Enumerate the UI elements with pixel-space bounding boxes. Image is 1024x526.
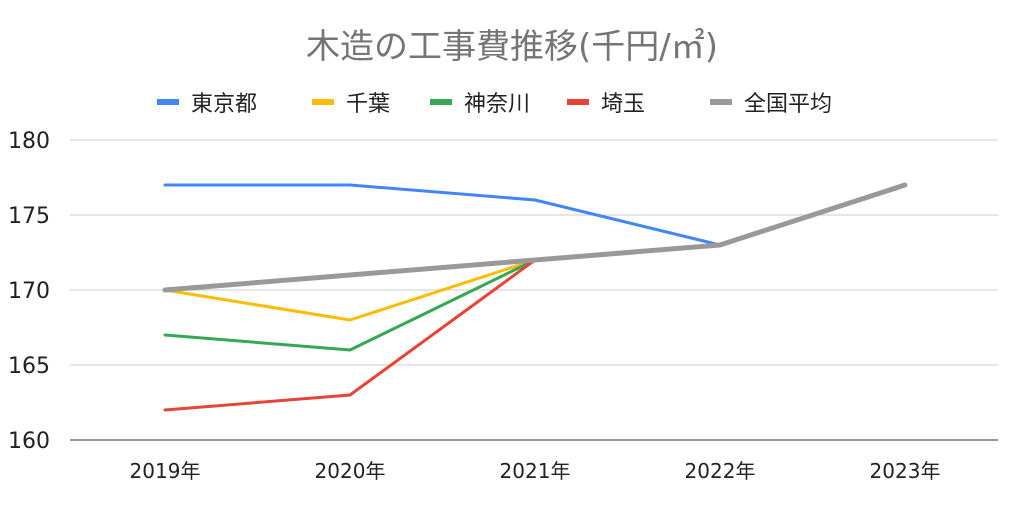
x-tick-label: 2023年 [870,459,941,483]
series-line-2 [163,183,907,352]
series-line-1 [163,183,907,322]
chart-title: 木造の工事費推移(千円/㎡) [306,27,718,67]
gridlines [70,139,998,441]
x-tick-label: 2021年 [500,459,571,483]
legend-label: 神奈川 [464,92,530,117]
legend-swatch [312,99,334,105]
y-tick-label: 170 [8,279,50,304]
x-tick-label: 2022年 [685,459,756,483]
legend-swatch [157,99,179,105]
x-tick-label: 2019年 [130,459,201,483]
series-lines [162,182,908,412]
legend-swatch [710,99,732,105]
legend-label: 千葉 [346,92,390,117]
y-axis: 160 165 170 175 180 [8,129,50,454]
x-axis: 2019年 2020年 2021年 2022年 2023年 [130,459,941,483]
legend-label: 東京都 [191,92,257,117]
y-tick-label: 160 [8,429,50,454]
legend-label: 埼玉 [601,92,645,117]
legend-swatch [430,99,452,105]
y-tick-label: 165 [8,354,50,379]
y-tick-label: 175 [8,204,50,229]
legend-swatch [567,99,589,105]
x-tick-label: 2020年 [315,459,386,483]
y-tick-label: 180 [8,129,50,154]
legend-label: 全国平均 [744,92,832,117]
legend: 東京都 千葉 神奈川 埼玉 全国平均 [157,92,832,117]
